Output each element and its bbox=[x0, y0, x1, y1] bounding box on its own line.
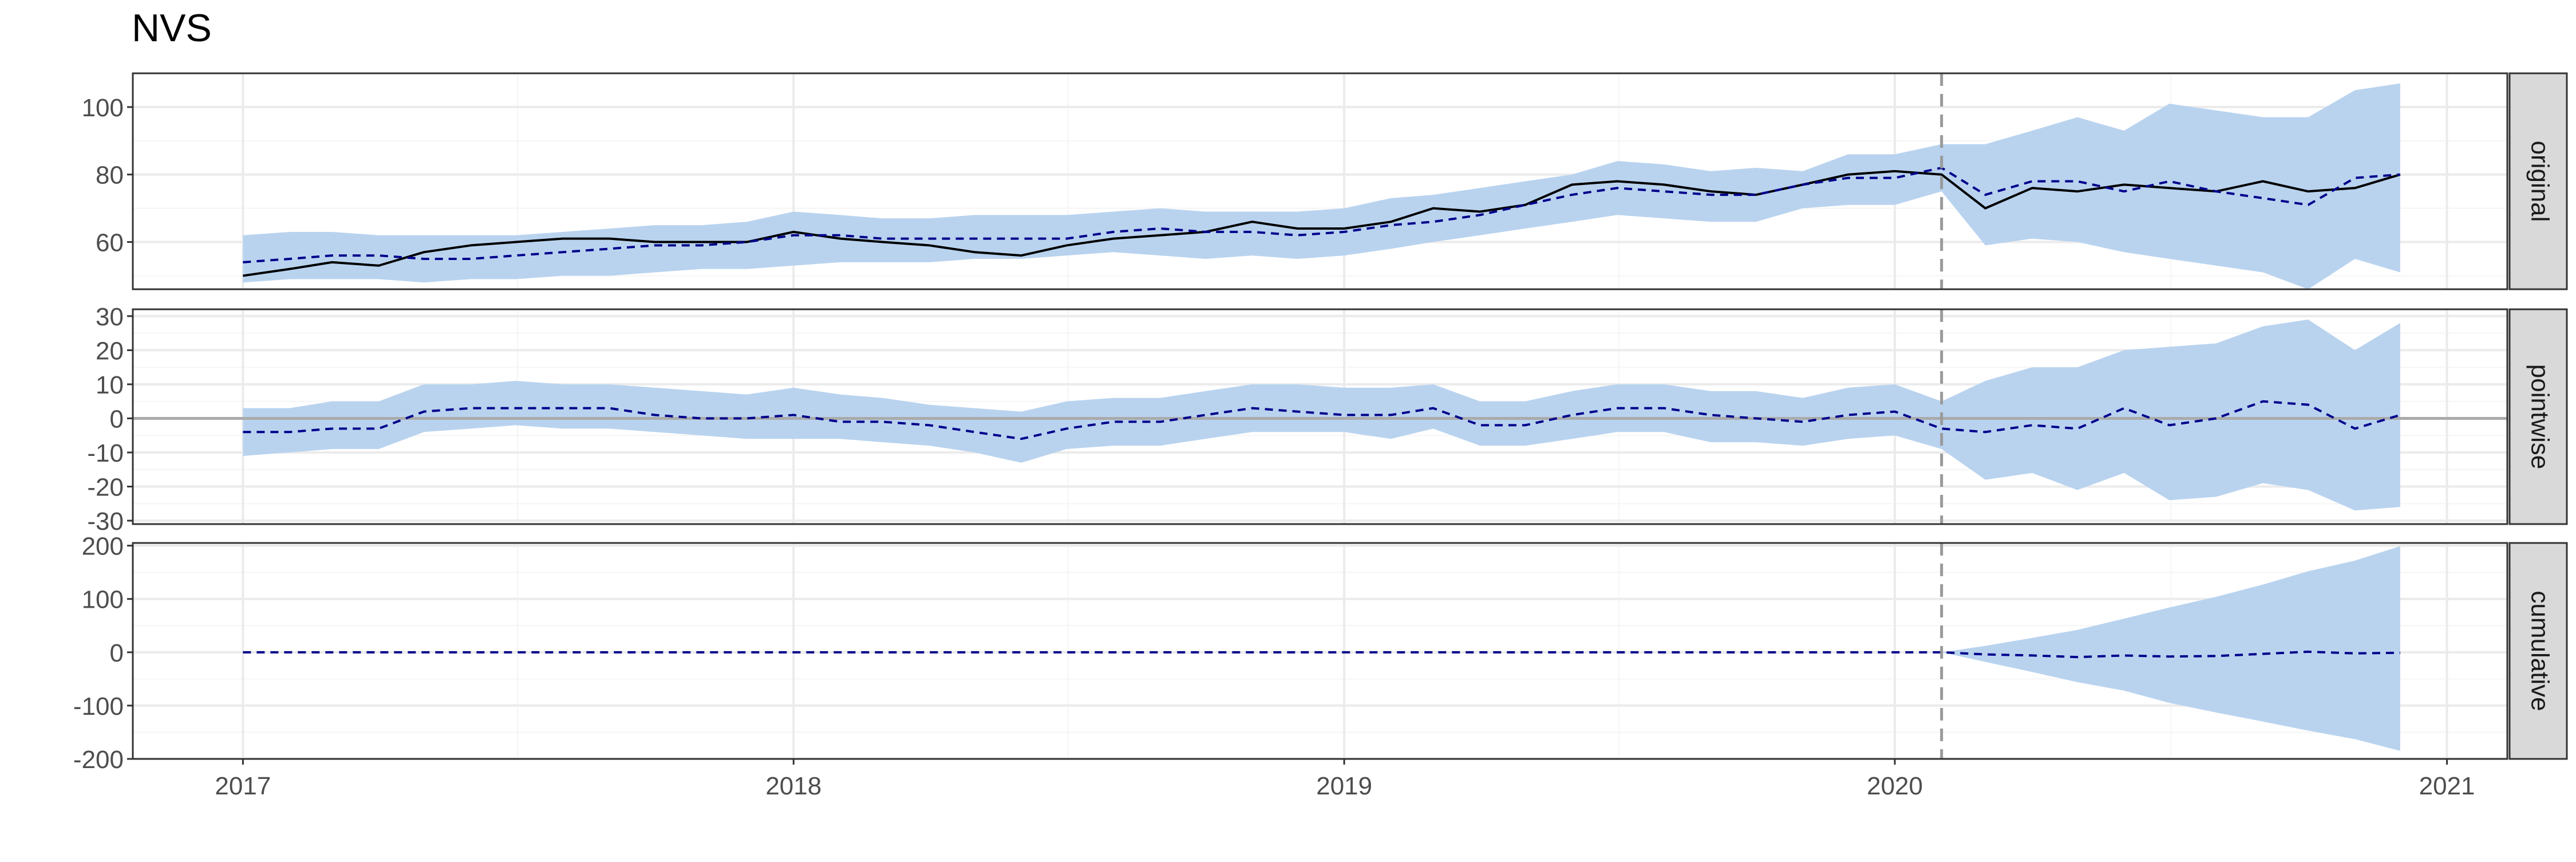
y-tick-label: -30 bbox=[87, 507, 124, 536]
facet-panel-cumulative: -200 -100 0 100 200 cumulative bbox=[73, 533, 2568, 774]
x-tick-label: 2021 bbox=[2419, 772, 2475, 800]
series-predicted-line bbox=[243, 400, 2401, 440]
facet-strip bbox=[2508, 308, 2568, 525]
facet-strip-label: pointwise bbox=[2526, 364, 2554, 469]
y-tick-label: 80 bbox=[96, 162, 124, 190]
facet-strip-label: cumulative bbox=[2526, 591, 2554, 711]
y-tick-label: -200 bbox=[73, 746, 124, 774]
y-tick-label: -10 bbox=[87, 439, 124, 467]
x-tick-label: 2019 bbox=[1316, 772, 1372, 800]
y-tick-label: 0 bbox=[110, 405, 124, 433]
chart-title: NVS bbox=[132, 6, 212, 50]
x-tick-label: 2017 bbox=[215, 772, 271, 800]
y-tick-label: 20 bbox=[96, 337, 124, 365]
facet-strip-label: original bbox=[2526, 141, 2554, 222]
panel-border bbox=[132, 308, 2508, 525]
x-tick-label: 2020 bbox=[1867, 772, 1923, 800]
series-predicted-line bbox=[243, 166, 2401, 263]
x-tick-label: 2018 bbox=[765, 772, 821, 800]
panel-border bbox=[132, 542, 2508, 760]
y-tick-label: 10 bbox=[96, 371, 124, 399]
y-tick-label: 100 bbox=[82, 586, 124, 614]
facet-strip bbox=[2508, 72, 2568, 290]
y-tick-label: -20 bbox=[87, 474, 124, 502]
y-tick-label: 30 bbox=[96, 303, 124, 331]
panel-border bbox=[132, 72, 2508, 290]
series-actual-line bbox=[243, 170, 2401, 277]
y-tick-label: 60 bbox=[96, 229, 124, 257]
y-tick-label: 100 bbox=[82, 94, 124, 122]
y-tick-label: 0 bbox=[110, 639, 124, 667]
series-predicted-line bbox=[243, 650, 2400, 659]
facet-strip bbox=[2508, 542, 2568, 760]
confidence-band bbox=[243, 546, 2400, 751]
facet-panel-pointwise: -30 -20 -10 0 10 20 30 pointwise bbox=[87, 303, 2568, 536]
confidence-band bbox=[243, 319, 2400, 511]
y-tick-label: 200 bbox=[82, 533, 124, 561]
facet-panel-original: 60 80 100 original bbox=[82, 72, 2568, 290]
y-tick-label: -100 bbox=[73, 692, 124, 721]
